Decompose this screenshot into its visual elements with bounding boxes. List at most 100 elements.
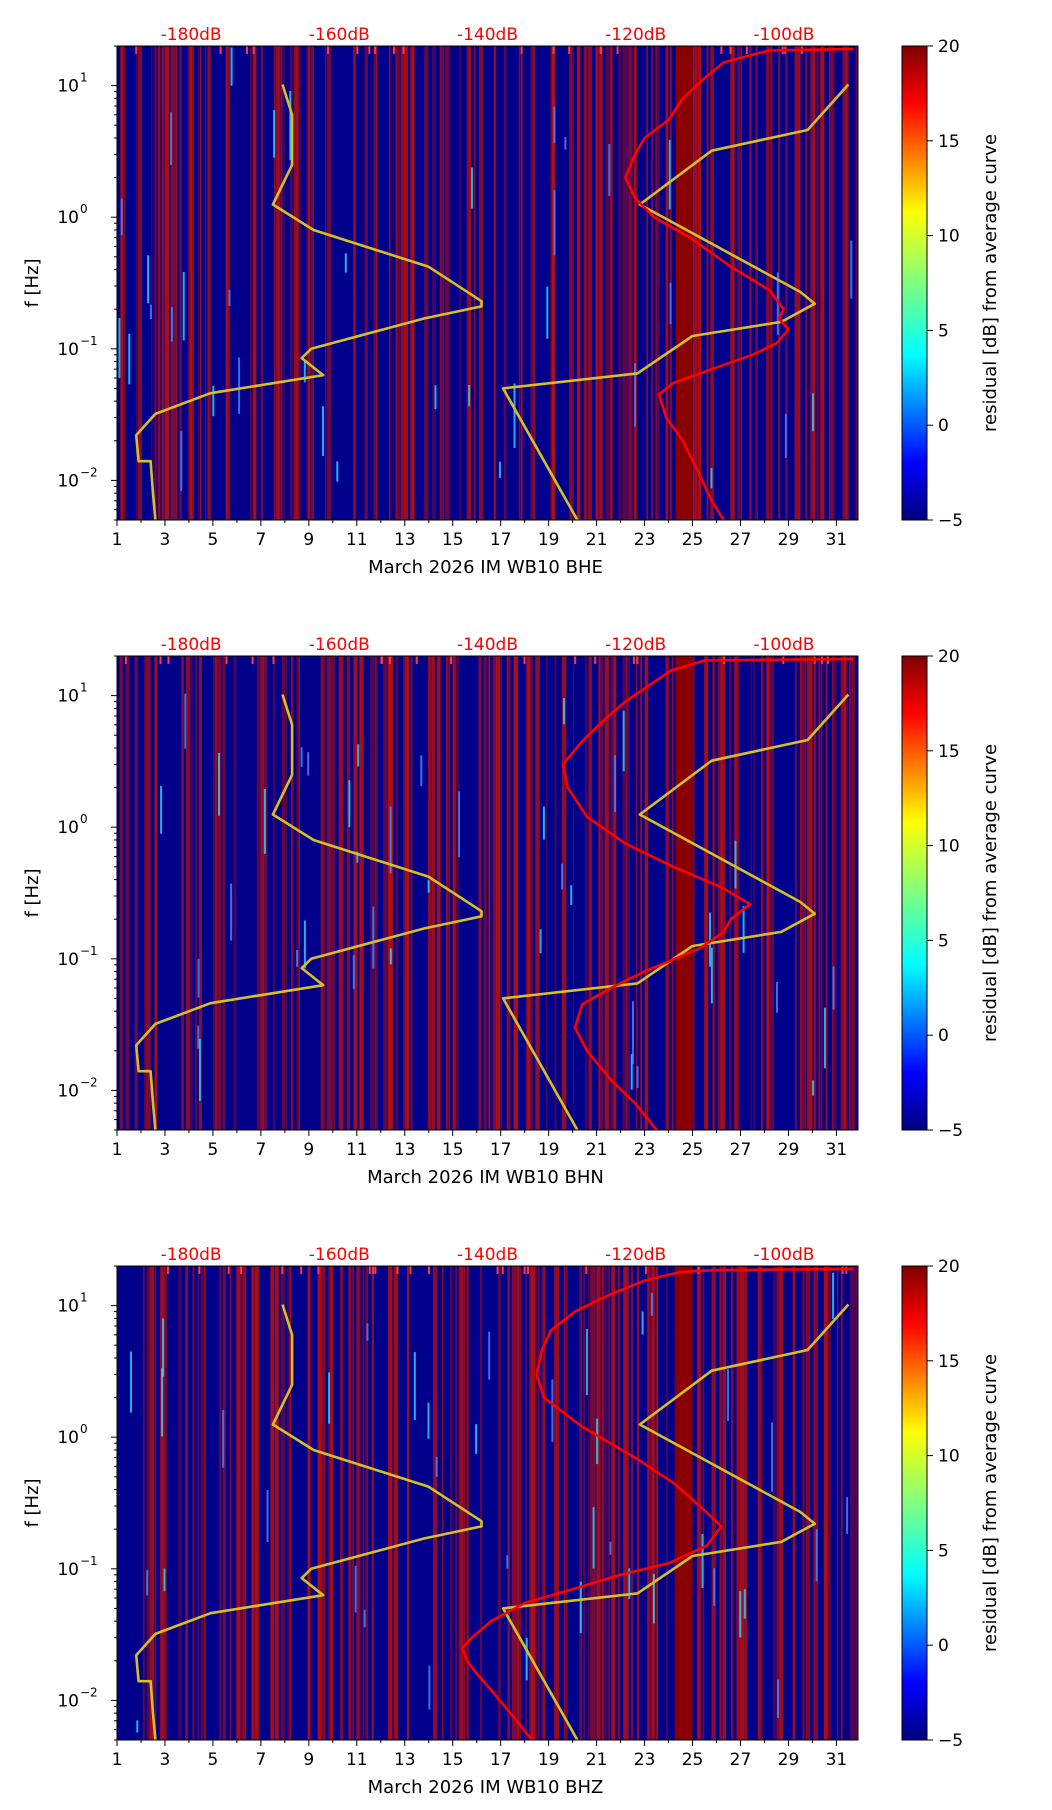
residual-stripe (395, 46, 398, 520)
residual-stripe (766, 46, 770, 520)
residual-stripe (622, 656, 624, 1130)
residual-stripe (813, 656, 817, 1130)
residual-top-mark (645, 1266, 647, 1274)
residual-stripe (624, 656, 628, 1130)
residual-stripe (766, 656, 769, 1130)
residual-stripe (760, 656, 764, 1130)
y-tick-label: 10 (57, 1428, 79, 1448)
residual-stripe (840, 656, 842, 1130)
residual-spike (228, 289, 231, 306)
residual-stripe (134, 656, 138, 1130)
noise-model-curve-high (501, 1303, 850, 1740)
residual-stripe (517, 1266, 522, 1740)
colorbar-2: 20 15 10 5 0 −5 residual [dB] from average cur… (901, 647, 1001, 1141)
residual-top-mark (594, 656, 597, 664)
residual-top-mark (450, 656, 452, 664)
residual-spike (608, 144, 611, 196)
residual-top-mark (636, 656, 639, 664)
residual-stripe (308, 1266, 311, 1740)
residual-stripe (587, 46, 592, 520)
residual-stripe (753, 656, 755, 1130)
residual-spike (742, 906, 745, 953)
residual-spike (184, 693, 187, 749)
residual-stripe (164, 46, 170, 520)
residual-stripe (625, 656, 630, 1130)
db-tick-label: -180dB (161, 25, 222, 45)
residual-stripe (318, 1266, 322, 1740)
residual-stripe (407, 1266, 409, 1740)
y-tick-exponent: −1 (80, 1554, 98, 1568)
residual-stripe (842, 46, 846, 520)
residual-stripe (311, 46, 314, 520)
residual-stripe (153, 656, 158, 1130)
residual-stripe (466, 1266, 469, 1740)
residual-stripe (229, 1266, 232, 1740)
residual-top-mark (393, 46, 395, 54)
residual-stripe (424, 46, 429, 520)
residual-stripe (155, 656, 158, 1130)
residual-spike (669, 282, 672, 325)
residual-stripe (656, 1266, 659, 1740)
residual-stripe (173, 46, 177, 520)
residual-stripe (541, 1266, 546, 1740)
colorbar-tick-label: 15 (938, 132, 960, 152)
colorbar-tick-label: −5 (938, 1121, 963, 1141)
residual-spike (344, 253, 347, 273)
residual-stripe (233, 656, 237, 1130)
x-tick-label: 29 (778, 530, 800, 550)
colorbar-tick-label: 0 (938, 1026, 949, 1046)
residual-spike (585, 1329, 588, 1396)
residual-stripe (255, 1266, 260, 1740)
colorbar-tick-label: 15 (938, 742, 960, 762)
spectrogram-area (117, 656, 858, 1130)
residual-spike (322, 406, 324, 456)
residual-spike (458, 791, 461, 858)
residual-spike (776, 981, 778, 1013)
residual-stripe (195, 656, 197, 1130)
residual-stripe (702, 1266, 705, 1740)
residual-stripe (573, 656, 575, 1130)
db-tick-label: -140dB (457, 25, 518, 45)
residual-spike (743, 1589, 746, 1619)
residual-spike (709, 912, 711, 967)
colorbar-tick-label: −5 (938, 1731, 963, 1751)
residual-stripe (631, 1266, 634, 1740)
residual-stripe (213, 656, 217, 1130)
residual-spike (197, 1025, 200, 1049)
residual-spike (357, 744, 360, 767)
residual-stripe (604, 656, 608, 1130)
y-tick-exponent: 0 (80, 202, 88, 216)
residual-stripe (179, 46, 182, 520)
residual-spike (553, 190, 556, 256)
residual-stripe (478, 656, 482, 1130)
residual-stripe (845, 46, 849, 520)
residual-spike (162, 1318, 165, 1377)
residual-stripe (795, 656, 797, 1130)
residual-stripe (830, 46, 833, 520)
residual-spike (372, 906, 375, 969)
residual-stripe (362, 1266, 365, 1740)
residual-stripe (734, 656, 738, 1130)
residual-top-mark (251, 656, 254, 664)
noise-model-curve-low (134, 694, 483, 1130)
x-tick-label: 9 (303, 530, 314, 550)
residual-stripe (525, 1266, 527, 1740)
y-tick-exponent: −2 (80, 1685, 98, 1699)
x-tick-label: 29 (778, 1750, 800, 1770)
x-tick-label: 5 (208, 1750, 219, 1770)
residual-stripe (356, 1266, 360, 1740)
residual-stripe (565, 1266, 568, 1740)
residual-stripe (370, 656, 375, 1130)
residual-spike (427, 1402, 430, 1439)
residual-stripe (439, 46, 443, 520)
residual-stripe (249, 46, 252, 520)
residual-top-mark (167, 656, 170, 664)
noise-model-curve-low (134, 84, 483, 520)
residual-spike (198, 1038, 201, 1101)
residual-stripe (812, 1266, 815, 1740)
residual-stripe (461, 1266, 466, 1740)
residual-stripe (387, 656, 392, 1130)
residual-spike (149, 304, 152, 319)
residual-stripe (280, 46, 285, 520)
residual-stripe (597, 1266, 601, 1740)
